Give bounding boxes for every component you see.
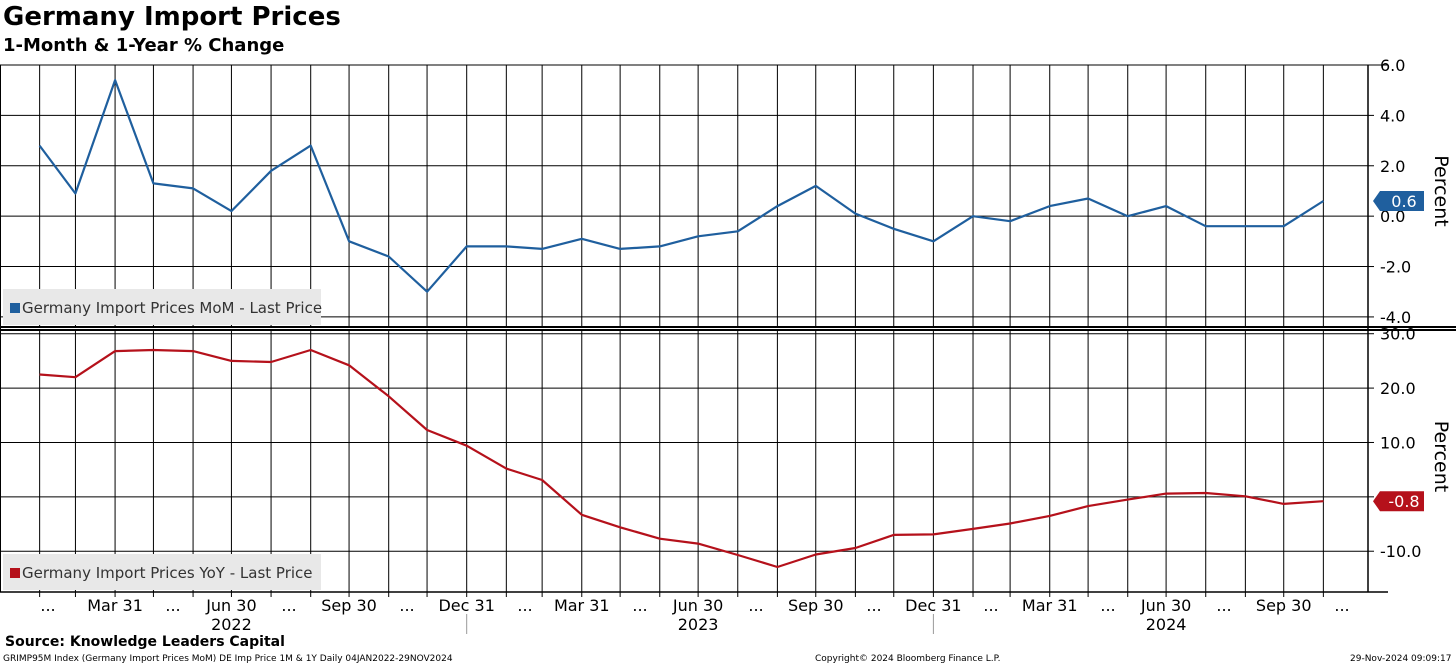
x-ellipsis: ...: [517, 596, 532, 615]
x-ellipsis: ...: [1334, 596, 1349, 615]
y-axis: 6.0 4.0 2.0 0.0 -2.0 -4.0 Percent 0.6 30.0 20.0 10…: [1368, 56, 1452, 561]
x-tick-label: Mar 31: [1022, 596, 1078, 615]
bottom-panel-grid: [0, 331, 1368, 592]
y-axis-title-bottom: Percent: [1430, 421, 1452, 493]
footer-timestamp: 29-Nov-2024 09:09:17: [1350, 654, 1452, 664]
y-tick-label-top: -2.0: [1380, 258, 1411, 277]
x-tick-label: Jun 30: [205, 596, 256, 615]
y-tick-label-bottom: 30.0: [1380, 325, 1416, 344]
x-year-label: 2024: [1146, 615, 1187, 634]
x-ellipsis: ...: [866, 596, 881, 615]
last-value-tag-top: [1373, 191, 1424, 212]
x-ellipsis: ...: [1100, 596, 1115, 615]
x-tick-label: Sep 30: [788, 596, 844, 615]
chart-subtitle: 1-Month & 1-Year % Change: [3, 35, 285, 56]
last-value-tag-bottom: [1373, 491, 1424, 512]
y-tick-label-top: -4.0: [1380, 308, 1411, 327]
x-tick-label: Mar 31: [554, 596, 610, 615]
legend-box-bottom: [3, 554, 321, 590]
last-value-label-bottom: -0.8: [1388, 492, 1419, 511]
x-ellipsis: ...: [40, 596, 55, 615]
chart-title: Germany Import Prices: [3, 2, 341, 32]
y-tick-label-bottom: 20.0: [1380, 379, 1416, 398]
x-year-label: 2022: [211, 615, 252, 634]
x-ellipsis: ...: [165, 596, 180, 615]
x-ellipsis: ...: [748, 596, 763, 615]
footer-index-info: GRIMP95M Index (Germany Import Prices Mo…: [3, 654, 453, 664]
series-lines: [38, 78, 1324, 569]
footer-copyright: Copyright© 2024 Bloomberg Finance L.P.: [815, 654, 1001, 664]
x-tick-label: Sep 30: [321, 596, 377, 615]
series-line-top: [38, 78, 1324, 293]
x-tick-label: Jun 30: [672, 596, 723, 615]
legend-label-bottom: Germany Import Prices YoY - Last Price: [22, 564, 313, 582]
x-ellipsis: ...: [983, 596, 998, 615]
x-tick-label: Jun 30: [1140, 596, 1191, 615]
x-ellipsis: ...: [632, 596, 647, 615]
y-tick-label-top: 6.0: [1380, 56, 1405, 75]
x-year-label: 2023: [678, 615, 719, 634]
x-tick-label: Dec 31: [905, 596, 961, 615]
y-axis-title-top: Percent: [1430, 155, 1452, 227]
y-tick-label-bottom: -10.0: [1380, 542, 1421, 561]
x-ellipsis: ...: [399, 596, 414, 615]
legend-label-top: Germany Import Prices MoM - Last Price: [22, 299, 322, 317]
last-value-label-top: 0.6: [1391, 192, 1416, 211]
legend-swatch-bottom: [10, 568, 20, 578]
x-ellipsis: ...: [1216, 596, 1231, 615]
y-tick-label-top: 4.0: [1380, 106, 1405, 125]
y-tick-label-bottom: 10.0: [1380, 433, 1416, 452]
x-tick-label: Dec 31: [438, 596, 494, 615]
x-axis: Mar 31 Jun 30 Sep 30 Dec 31 Mar 31 Jun 30 Sep …: [39, 592, 1350, 634]
legend-swatch-top: [10, 303, 20, 313]
x-tick-label: Mar 31: [87, 596, 143, 615]
x-tick-label: Sep 30: [1256, 596, 1312, 615]
legends: Germany Import Prices MoM - Last Price Ge…: [3, 289, 322, 590]
x-ellipsis: ...: [281, 596, 296, 615]
source-note: Source: Knowledge Leaders Capital: [5, 634, 285, 650]
legend-box-top: [3, 289, 321, 325]
series-line-bottom: [39, 348, 1324, 569]
y-tick-label-top: 2.0: [1380, 157, 1405, 176]
y-tick-label-top: 0.0: [1380, 207, 1405, 226]
chart-frame: [0, 64, 1456, 593]
